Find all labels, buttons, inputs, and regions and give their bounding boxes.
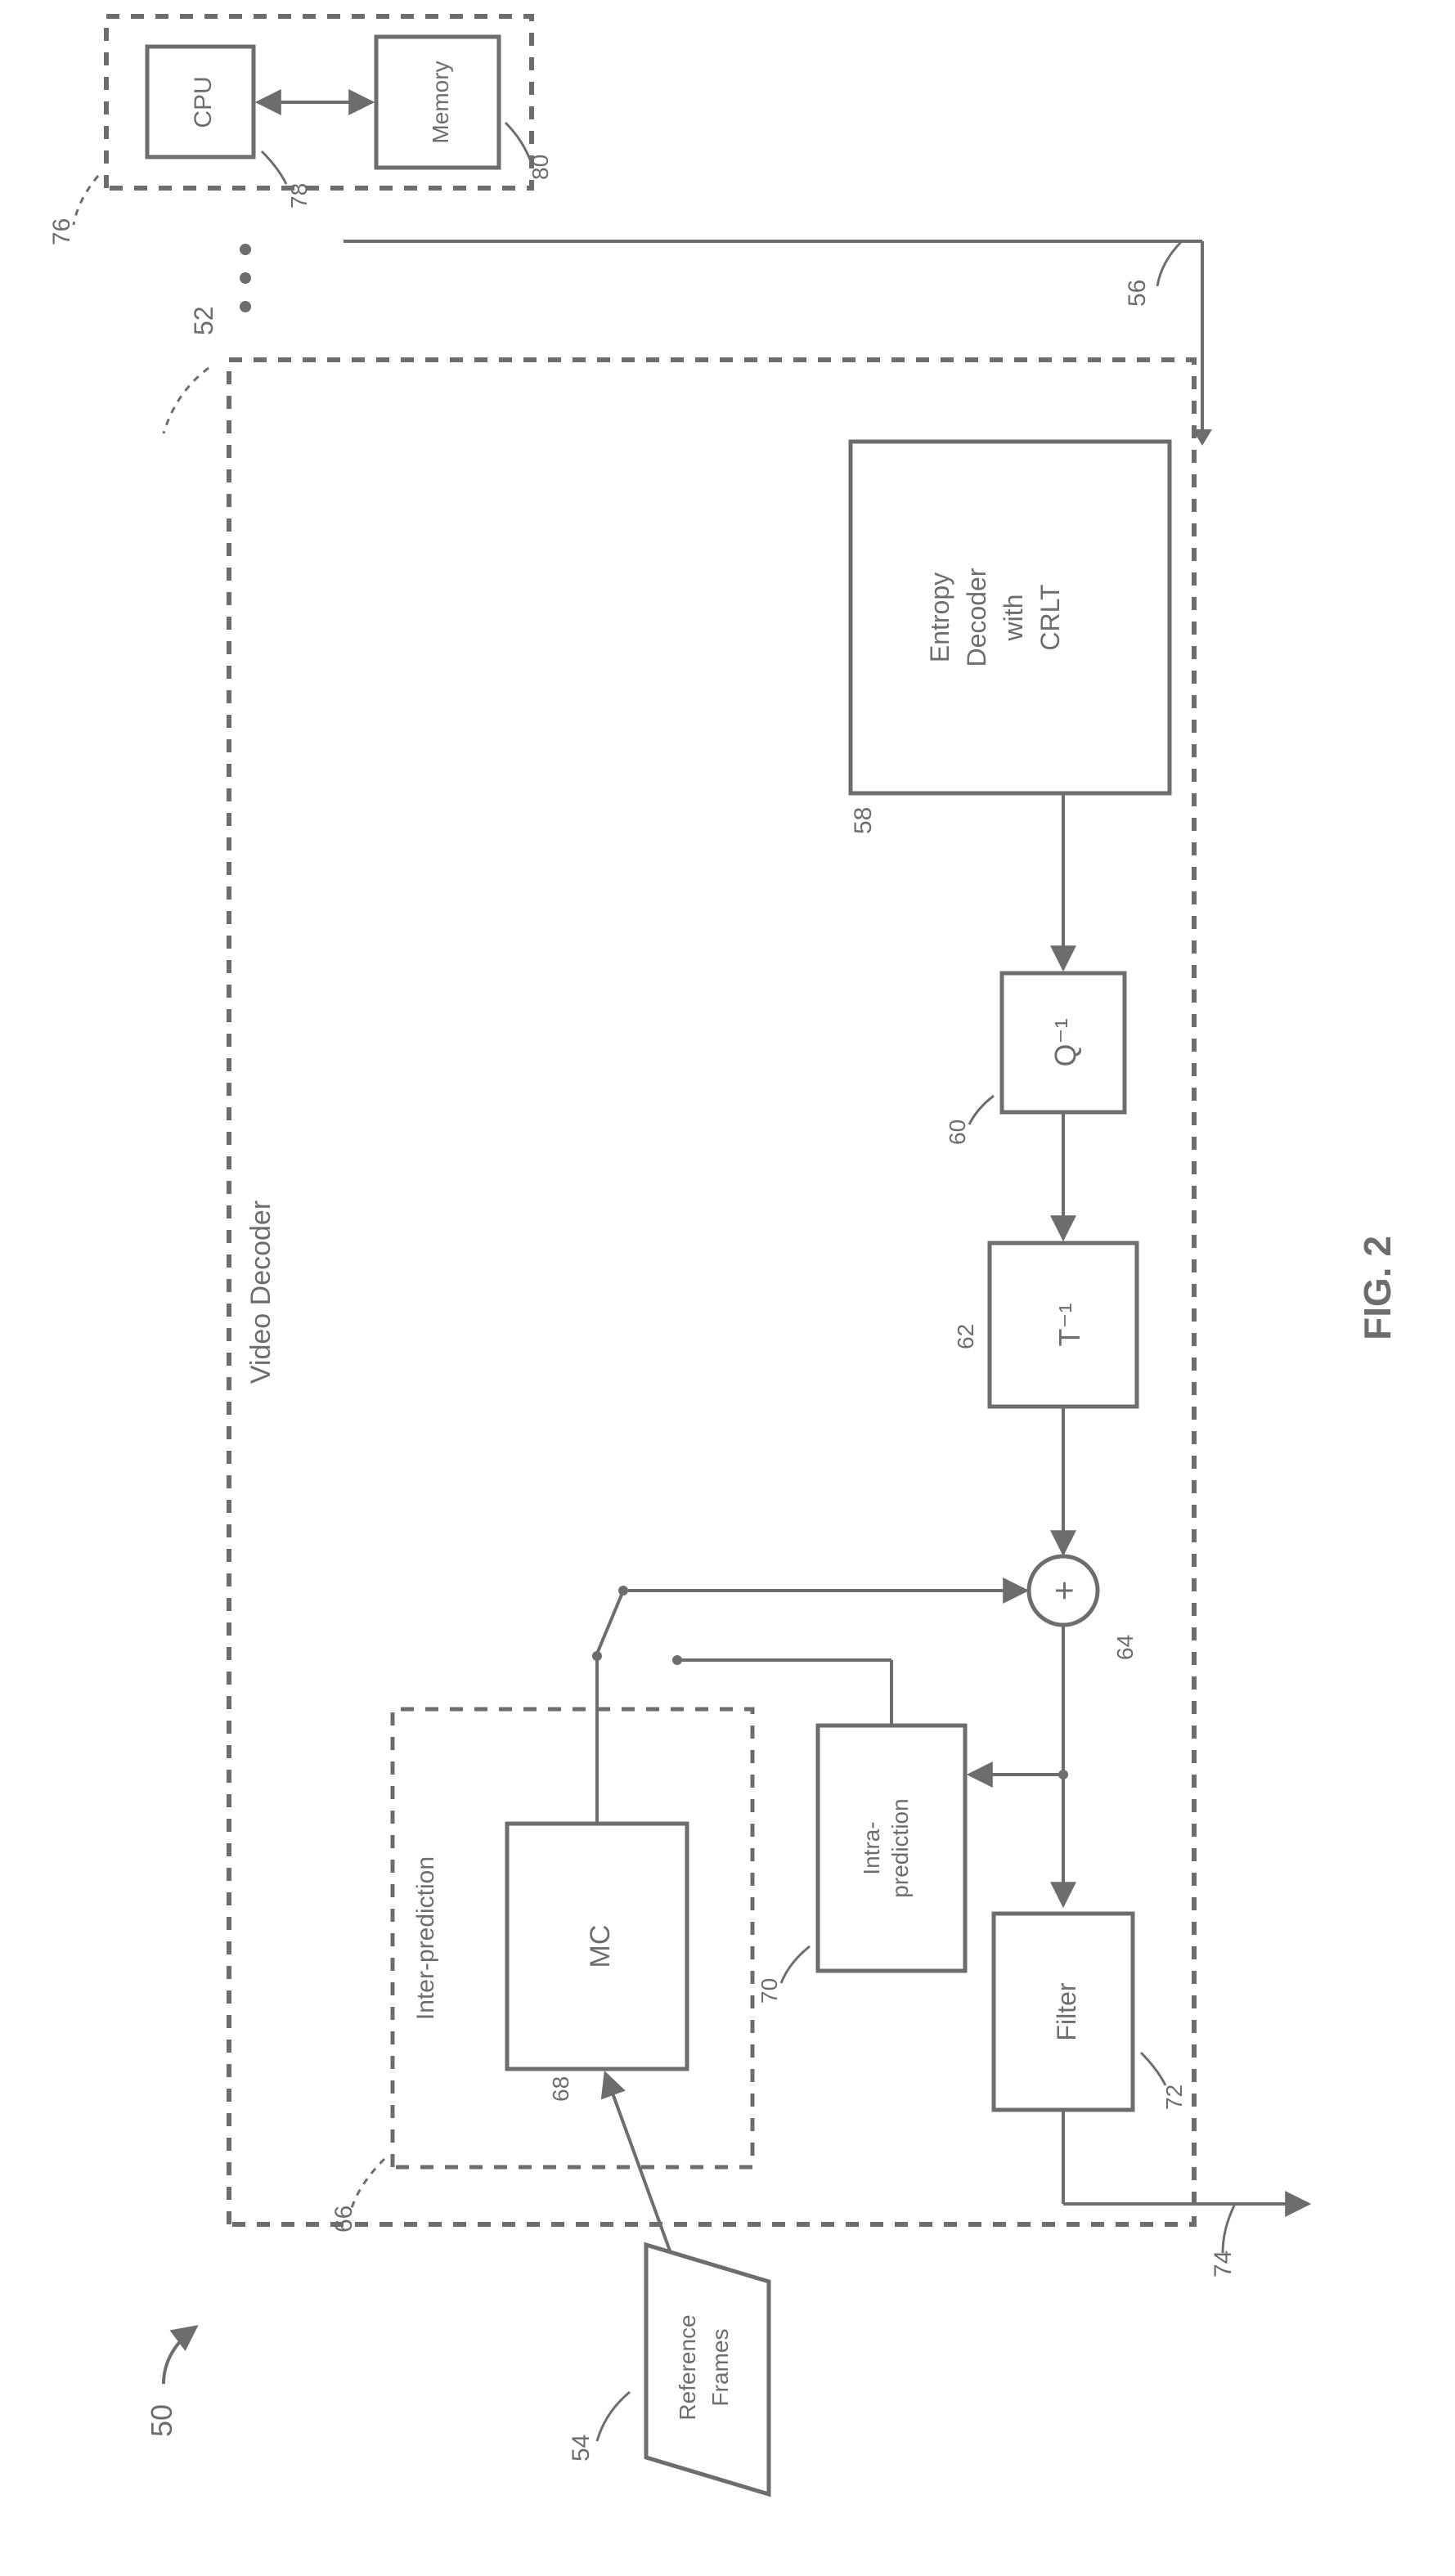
ref-74-leader xyxy=(1223,2204,1235,2253)
ref-62: 62 xyxy=(953,1324,978,1349)
switch-contact-bottom xyxy=(672,1655,682,1665)
ref-70: 70 xyxy=(757,1978,782,2004)
filter-label: Filter xyxy=(1052,1982,1081,2040)
ellipsis-dot xyxy=(240,244,251,255)
ref-56: 56 xyxy=(1124,280,1151,307)
adder-label: + xyxy=(1044,1581,1083,1601)
entropy-label-2: Decoder xyxy=(962,568,991,666)
ref-50: 50 xyxy=(145,2404,178,2437)
ellipsis-dot xyxy=(240,301,251,312)
inter-prediction-label: Inter-prediction xyxy=(412,1856,439,2020)
ref-60: 60 xyxy=(945,1120,970,1145)
prediction-switch-arm xyxy=(597,1595,622,1654)
entropy-label-1: Entropy xyxy=(925,572,954,662)
ref-52: 52 xyxy=(189,306,218,335)
ref-80: 80 xyxy=(528,155,553,180)
reference-frames-label-1: Reference xyxy=(675,2314,700,2420)
switch-pivot xyxy=(618,1586,628,1595)
entropy-label-3: with xyxy=(999,595,1028,642)
mc-label: MC xyxy=(585,1925,616,1968)
ref-54-leader xyxy=(597,2392,630,2441)
reference-frames-label-2: Frames xyxy=(707,2329,733,2407)
ref-64: 64 xyxy=(1112,1635,1138,1660)
intra-label-2: prediction xyxy=(887,1798,913,1897)
cpu-label: CPU xyxy=(190,76,217,128)
ref-54: 54 xyxy=(568,2435,595,2462)
intra-label-1: Intra- xyxy=(859,1821,884,1874)
figure-caption: FIG. 2 xyxy=(1356,1236,1399,1340)
ref-74: 74 xyxy=(1210,2251,1237,2278)
video-decoder-diagram: 50 Video Decoder 52 Reference Frames 54 … xyxy=(0,0,1455,2576)
ref-56-leader xyxy=(1157,241,1182,286)
ref-66: 66 xyxy=(330,2206,357,2233)
inv-transform-label: T⁻¹ xyxy=(1053,1304,1086,1347)
ref-78: 78 xyxy=(286,183,312,209)
ref-66-leader xyxy=(352,2159,384,2208)
ref-72: 72 xyxy=(1161,2085,1187,2110)
ref-60-leader xyxy=(969,1096,994,1124)
video-decoder-title: Video Decoder xyxy=(245,1200,276,1384)
entropy-label-4: CRLT xyxy=(1035,584,1065,650)
inv-quant-label: Q⁻¹ xyxy=(1049,1018,1082,1066)
ref-70-leader xyxy=(781,1946,810,1983)
ref-78-leader xyxy=(262,151,286,184)
ref-50-leader xyxy=(164,2327,196,2384)
ref-68: 68 xyxy=(548,2076,573,2102)
memory-label: Memory xyxy=(428,61,453,143)
ref-76-leader xyxy=(74,176,98,225)
ref-80-leader xyxy=(505,123,530,159)
ref-52-leader xyxy=(164,368,209,433)
ellipsis-dot xyxy=(240,272,251,284)
ref-76: 76 xyxy=(48,218,75,245)
ref-58: 58 xyxy=(850,807,877,834)
ref-72-leader xyxy=(1141,2053,1165,2085)
